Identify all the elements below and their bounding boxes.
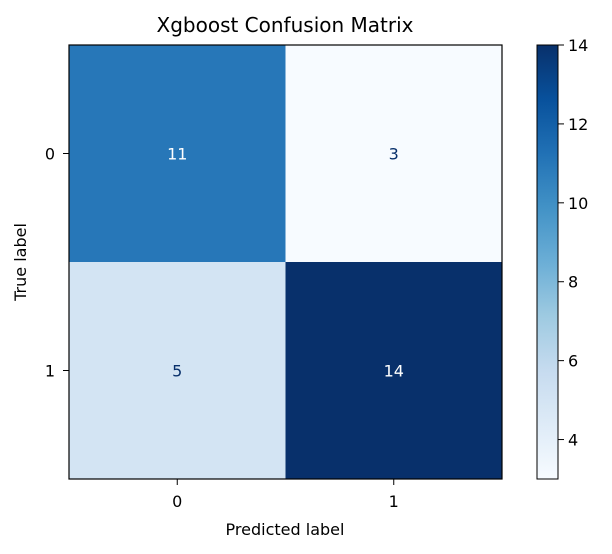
cell-value-r1-c1: 14: [384, 362, 404, 381]
cell-value-r1-c0: 5: [172, 362, 182, 381]
cell-r1-c1: [285, 262, 502, 479]
plot-frame: [68, 44, 503, 480]
cell-r1-c0: [69, 262, 286, 479]
colorbar: [536, 44, 559, 480]
colorbar-tick-label: 14: [568, 36, 588, 55]
x-tick-label: 0: [172, 492, 182, 511]
y-axis-label: True label: [11, 223, 30, 302]
y-tick-label: 0: [45, 145, 55, 164]
colorbar-tick-label: 12: [568, 115, 588, 134]
matrix-cells: [69, 45, 502, 479]
colorbar-tick-label: 10: [568, 194, 588, 213]
cell-r0-c0: [69, 45, 286, 262]
cell-value-r0-c0: 11: [167, 145, 187, 164]
cell-value-r0-c1: 3: [389, 145, 399, 164]
y-tick-label: 1: [45, 362, 55, 381]
y-axis-ticks: 01: [45, 145, 69, 381]
cell-r0-c1: [285, 45, 502, 262]
cell-value-labels: 11 3 5 14: [167, 145, 404, 381]
colorbar-ticks: 4 6 8 10 12 14: [558, 36, 588, 450]
x-tick-label: 1: [389, 492, 399, 511]
x-axis-label: Predicted label: [226, 520, 345, 539]
colorbar-tick-label: 8: [568, 273, 578, 292]
chart-title: Xgboost Confusion Matrix: [157, 13, 414, 37]
colorbar-tick-label: 4: [568, 431, 578, 450]
colorbar-tick-label: 6: [568, 352, 578, 371]
